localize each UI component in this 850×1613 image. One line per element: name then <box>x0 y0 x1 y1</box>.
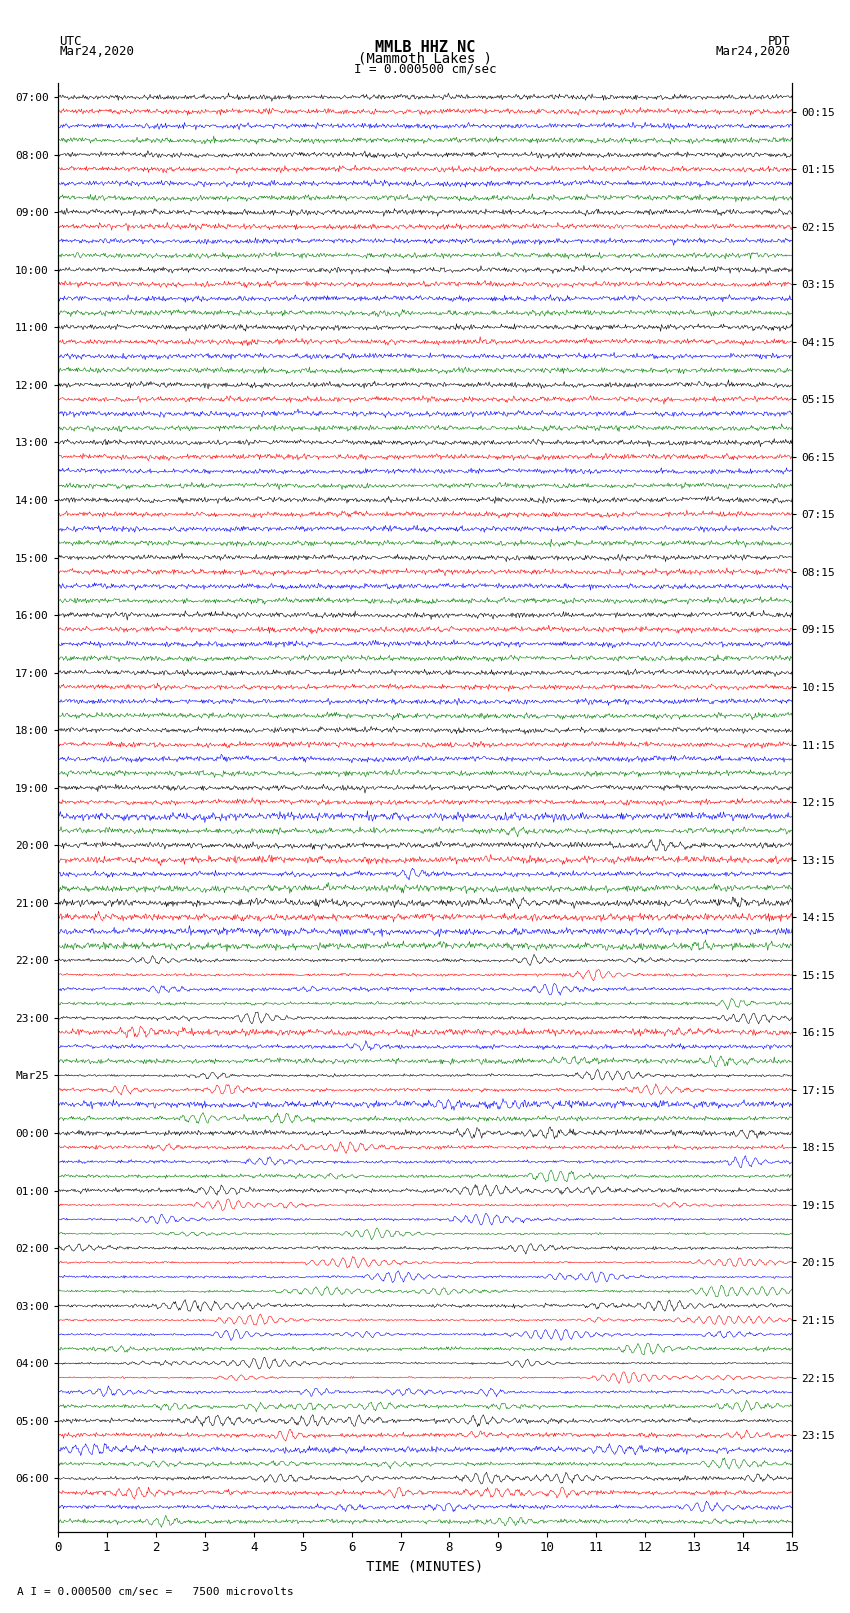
Text: UTC: UTC <box>60 35 82 48</box>
Text: MMLB HHZ NC: MMLB HHZ NC <box>375 40 475 55</box>
X-axis label: TIME (MINUTES): TIME (MINUTES) <box>366 1560 484 1574</box>
Text: (Mammoth Lakes ): (Mammoth Lakes ) <box>358 52 492 66</box>
Text: I = 0.000500 cm/sec: I = 0.000500 cm/sec <box>354 63 496 76</box>
Text: PDT: PDT <box>768 35 790 48</box>
Text: Mar24,2020: Mar24,2020 <box>60 45 134 58</box>
Text: Mar24,2020: Mar24,2020 <box>716 45 790 58</box>
Text: A I = 0.000500 cm/sec =   7500 microvolts: A I = 0.000500 cm/sec = 7500 microvolts <box>17 1587 294 1597</box>
